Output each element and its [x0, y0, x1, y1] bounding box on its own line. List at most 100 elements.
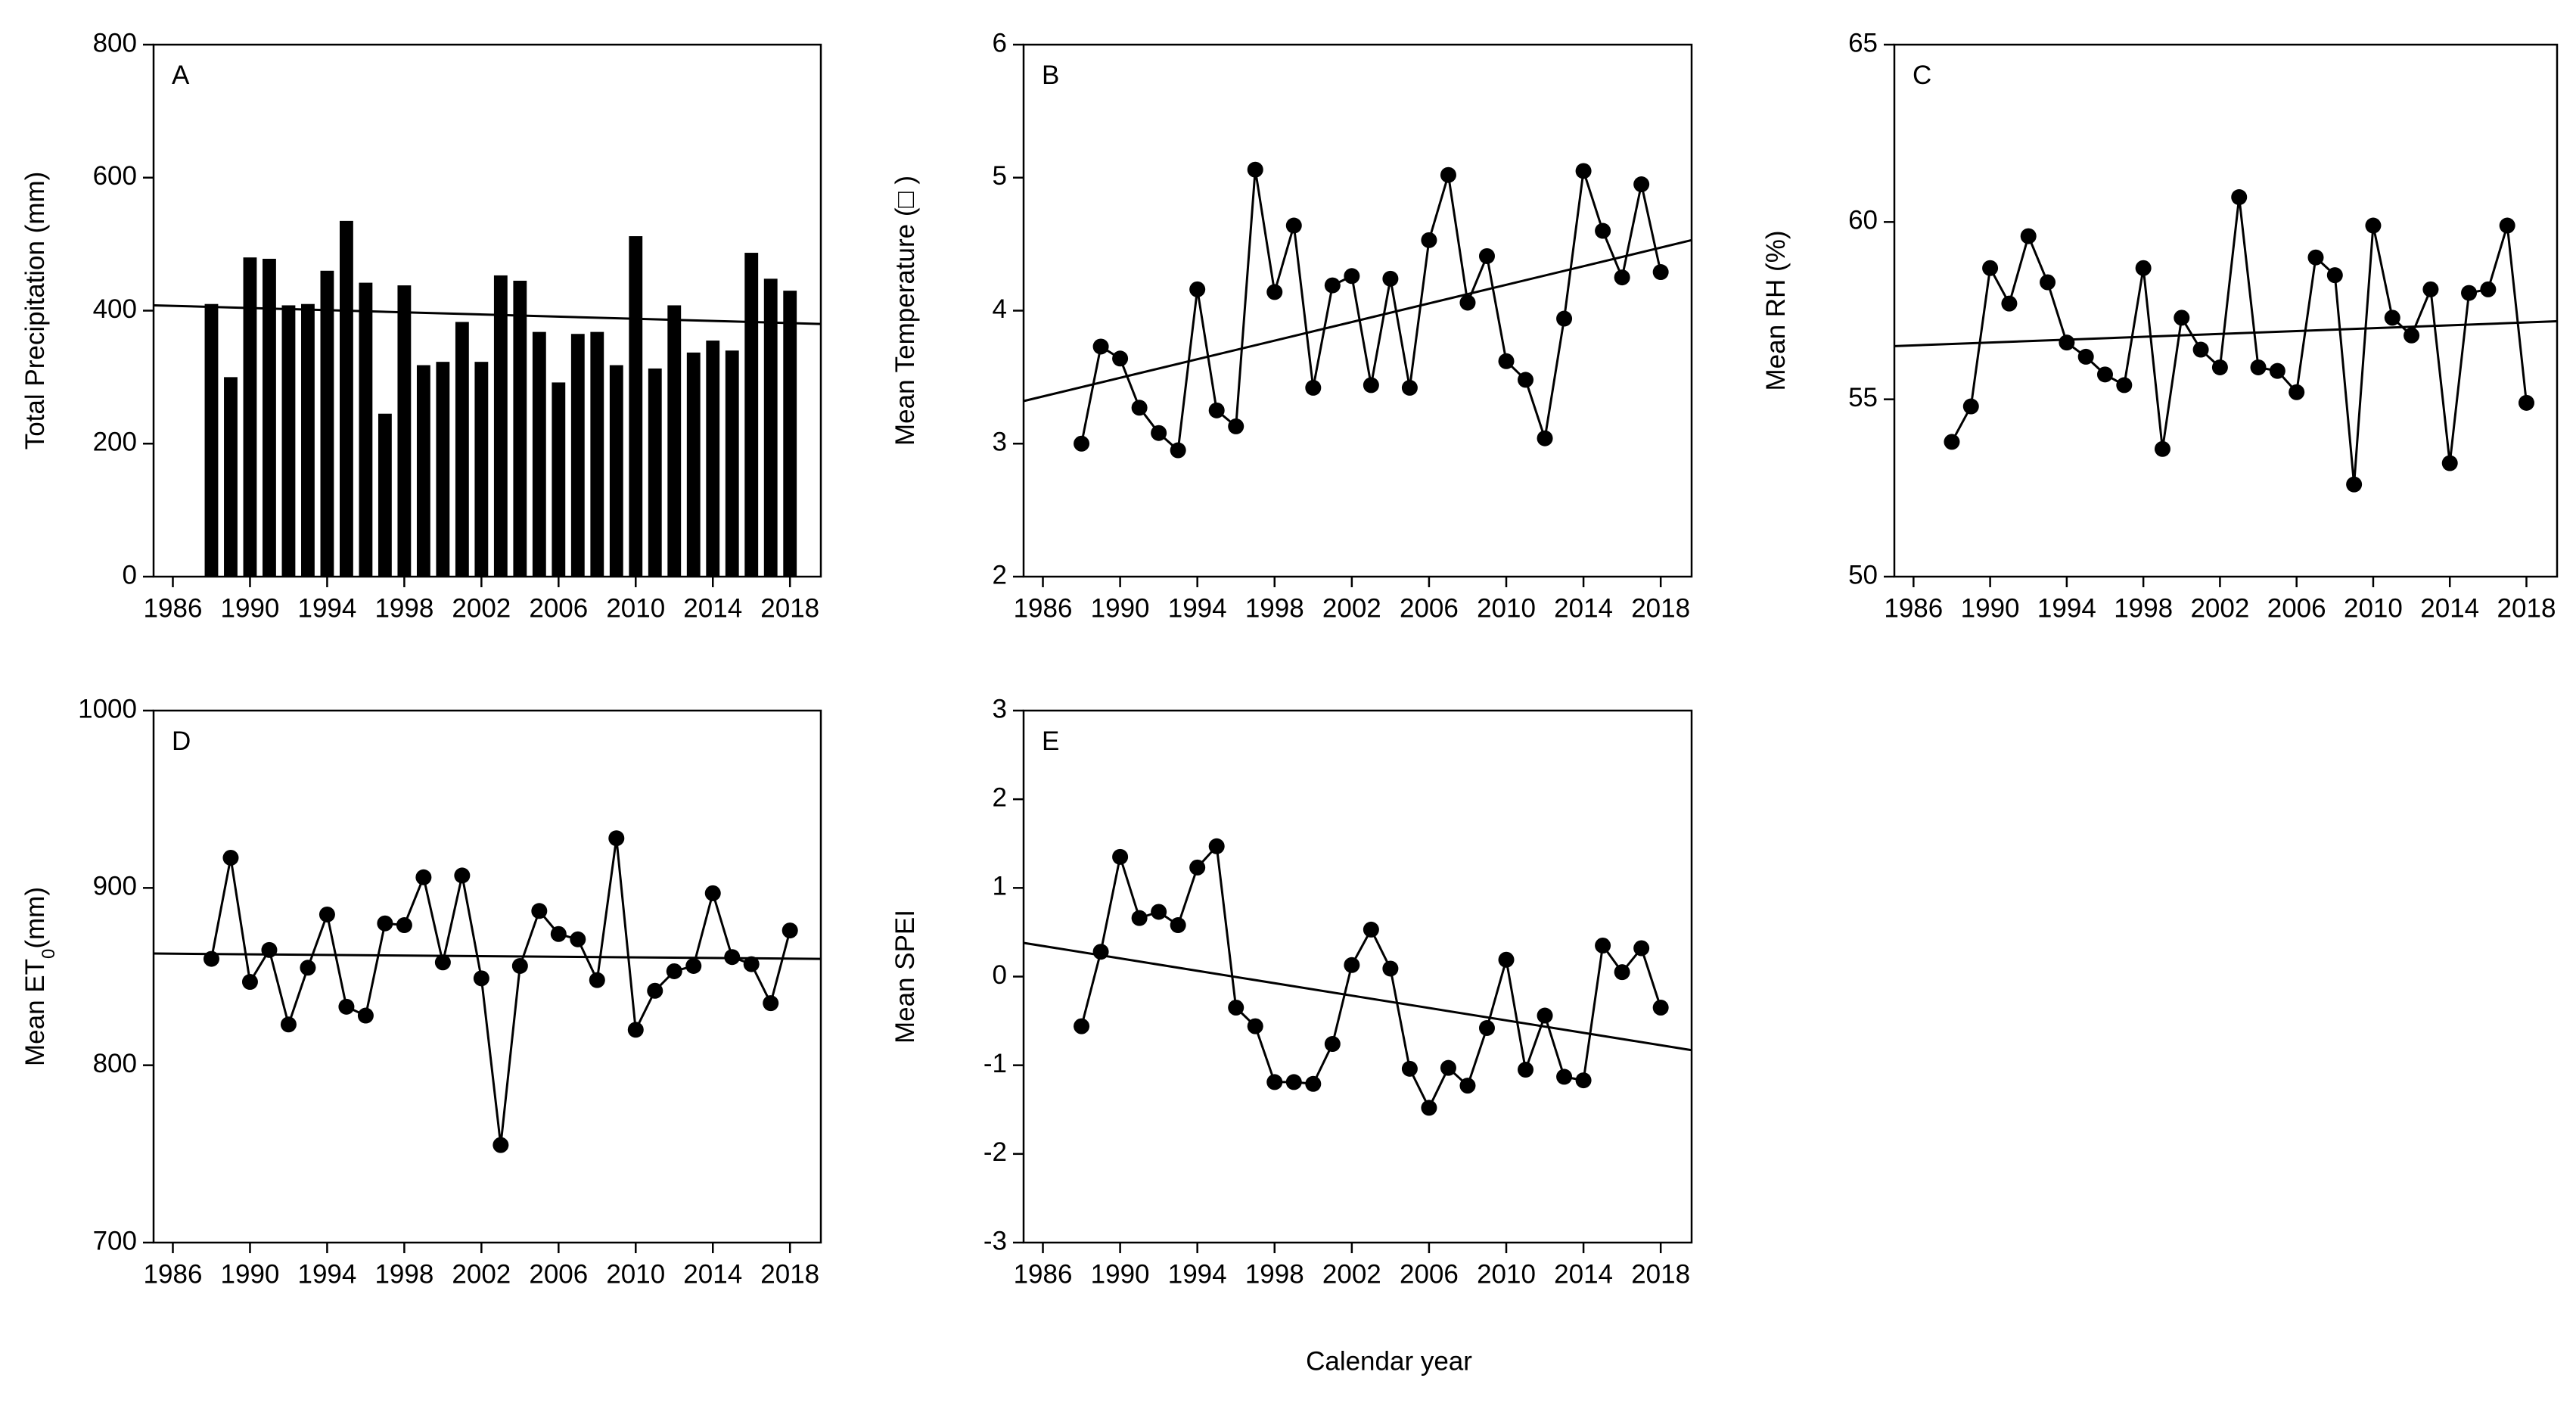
data-point — [261, 941, 278, 958]
bar — [320, 270, 334, 577]
data-point — [2422, 281, 2439, 297]
y-axis-title: Mean RH (%) — [1761, 231, 1791, 391]
data-point — [319, 906, 335, 922]
x-tick-label: 2006 — [2267, 593, 2326, 623]
data-point — [1652, 264, 1669, 281]
data-point — [1363, 921, 1379, 938]
y-axis-title-part: Mean SPEI — [890, 910, 920, 1044]
x-tick-label: 2002 — [2190, 593, 2249, 623]
x-tick-label: 1998 — [374, 593, 433, 623]
bar — [648, 368, 662, 577]
data-point — [1595, 222, 1611, 239]
y-tick-label: 1 — [993, 872, 1007, 901]
x-tick-label: 1986 — [144, 1259, 203, 1289]
x-tick-label: 2002 — [452, 1259, 511, 1289]
data-point — [704, 885, 721, 901]
data-point — [608, 830, 625, 847]
y-axis-title-part: Mean Temperature (□ ) — [890, 176, 920, 446]
y-tick-label: 5 — [993, 161, 1007, 191]
y-axis-title-part: Mean RH (%) — [1761, 231, 1791, 391]
y-tick-label: -3 — [983, 1226, 1007, 1255]
data-point — [1344, 268, 1360, 285]
data-point — [2269, 362, 2285, 379]
data-point — [2326, 267, 2343, 284]
x-tick-label: 2018 — [760, 593, 819, 623]
data-point — [1518, 372, 1534, 388]
data-point — [2020, 228, 2037, 244]
x-tick-label: 2006 — [1400, 593, 1459, 623]
y-tick-label: 200 — [93, 428, 137, 457]
data-point — [1982, 260, 1999, 276]
data-point — [1131, 400, 1148, 416]
x-tick-label: 1986 — [1014, 593, 1073, 623]
x-tick-label: 1998 — [2114, 593, 2173, 623]
data-point — [2231, 189, 2248, 206]
data-line — [1080, 169, 1662, 453]
data-point — [647, 982, 663, 999]
x-tick-label: 2014 — [683, 1259, 742, 1289]
y-tick-label: 900 — [93, 872, 137, 901]
bar — [629, 236, 643, 577]
data-point — [2365, 217, 2382, 234]
x-tick-label: 2002 — [452, 593, 511, 623]
data-point — [1228, 1000, 1244, 1016]
data-point — [1459, 1078, 1476, 1094]
x-tick-label: 2014 — [683, 593, 742, 623]
data-point — [1170, 442, 1186, 459]
x-tick-label: 1998 — [374, 1259, 433, 1289]
bar — [436, 362, 450, 577]
x-tick-label: 2014 — [2420, 593, 2479, 623]
data-point — [2001, 295, 2018, 312]
bar — [706, 341, 720, 577]
data-point — [627, 1022, 644, 1038]
data-point — [1092, 944, 1109, 960]
plot-frame — [1893, 43, 2559, 578]
data-point — [1305, 1075, 1322, 1092]
trend-line — [1023, 238, 1692, 403]
data-point — [1074, 1018, 1090, 1034]
x-tick-label: 1990 — [1961, 593, 2020, 623]
y-axis-title: Mean ET0(mm) — [20, 887, 59, 1066]
y-tick-label: 2 — [993, 782, 1007, 812]
bar — [532, 331, 546, 577]
trend-line — [1894, 320, 2558, 347]
x-tick-label: 1990 — [221, 1259, 280, 1289]
data-point — [357, 1007, 374, 1024]
x-tick-label: 1990 — [221, 593, 280, 623]
data-point — [2499, 217, 2515, 234]
data-point — [1228, 418, 1244, 434]
data-point — [2518, 394, 2534, 411]
bar — [455, 322, 469, 577]
data-point — [2040, 274, 2056, 291]
data-point — [377, 915, 393, 932]
y-tick-label: 55 — [1848, 383, 1878, 412]
x-tick-label: 2002 — [1322, 1259, 1381, 1289]
y-axis-title-part: (mm) — [20, 887, 50, 949]
data-point — [2289, 384, 2305, 400]
x-axis-title: Calendar year — [1306, 1346, 1472, 1376]
y-tick-label: 700 — [93, 1226, 137, 1255]
data-point — [570, 931, 586, 947]
data-point — [2096, 366, 2113, 383]
y-tick-label: 3 — [993, 428, 1007, 457]
y-tick-label: 1000 — [78, 694, 137, 723]
data-point — [1092, 338, 1109, 355]
y-tick-label: 4 — [993, 294, 1007, 324]
data-point — [1112, 848, 1129, 865]
y-tick-label: 65 — [1848, 28, 1878, 58]
bar — [493, 275, 508, 577]
data-point — [493, 1137, 509, 1153]
data-point — [1285, 1074, 1302, 1090]
data-point — [1478, 247, 1495, 264]
data-point — [1363, 377, 1379, 394]
y-tick-label: 800 — [93, 28, 137, 58]
x-tick-label: 1994 — [1168, 1259, 1227, 1289]
y-axis-title-part: Mean ET — [20, 959, 50, 1066]
data-point — [2154, 440, 2170, 457]
data-point — [685, 957, 702, 974]
data-point — [2211, 359, 2228, 375]
data-point — [2135, 260, 2152, 276]
trend-line — [153, 952, 822, 960]
bar — [224, 377, 238, 577]
data-point — [1478, 1019, 1495, 1036]
